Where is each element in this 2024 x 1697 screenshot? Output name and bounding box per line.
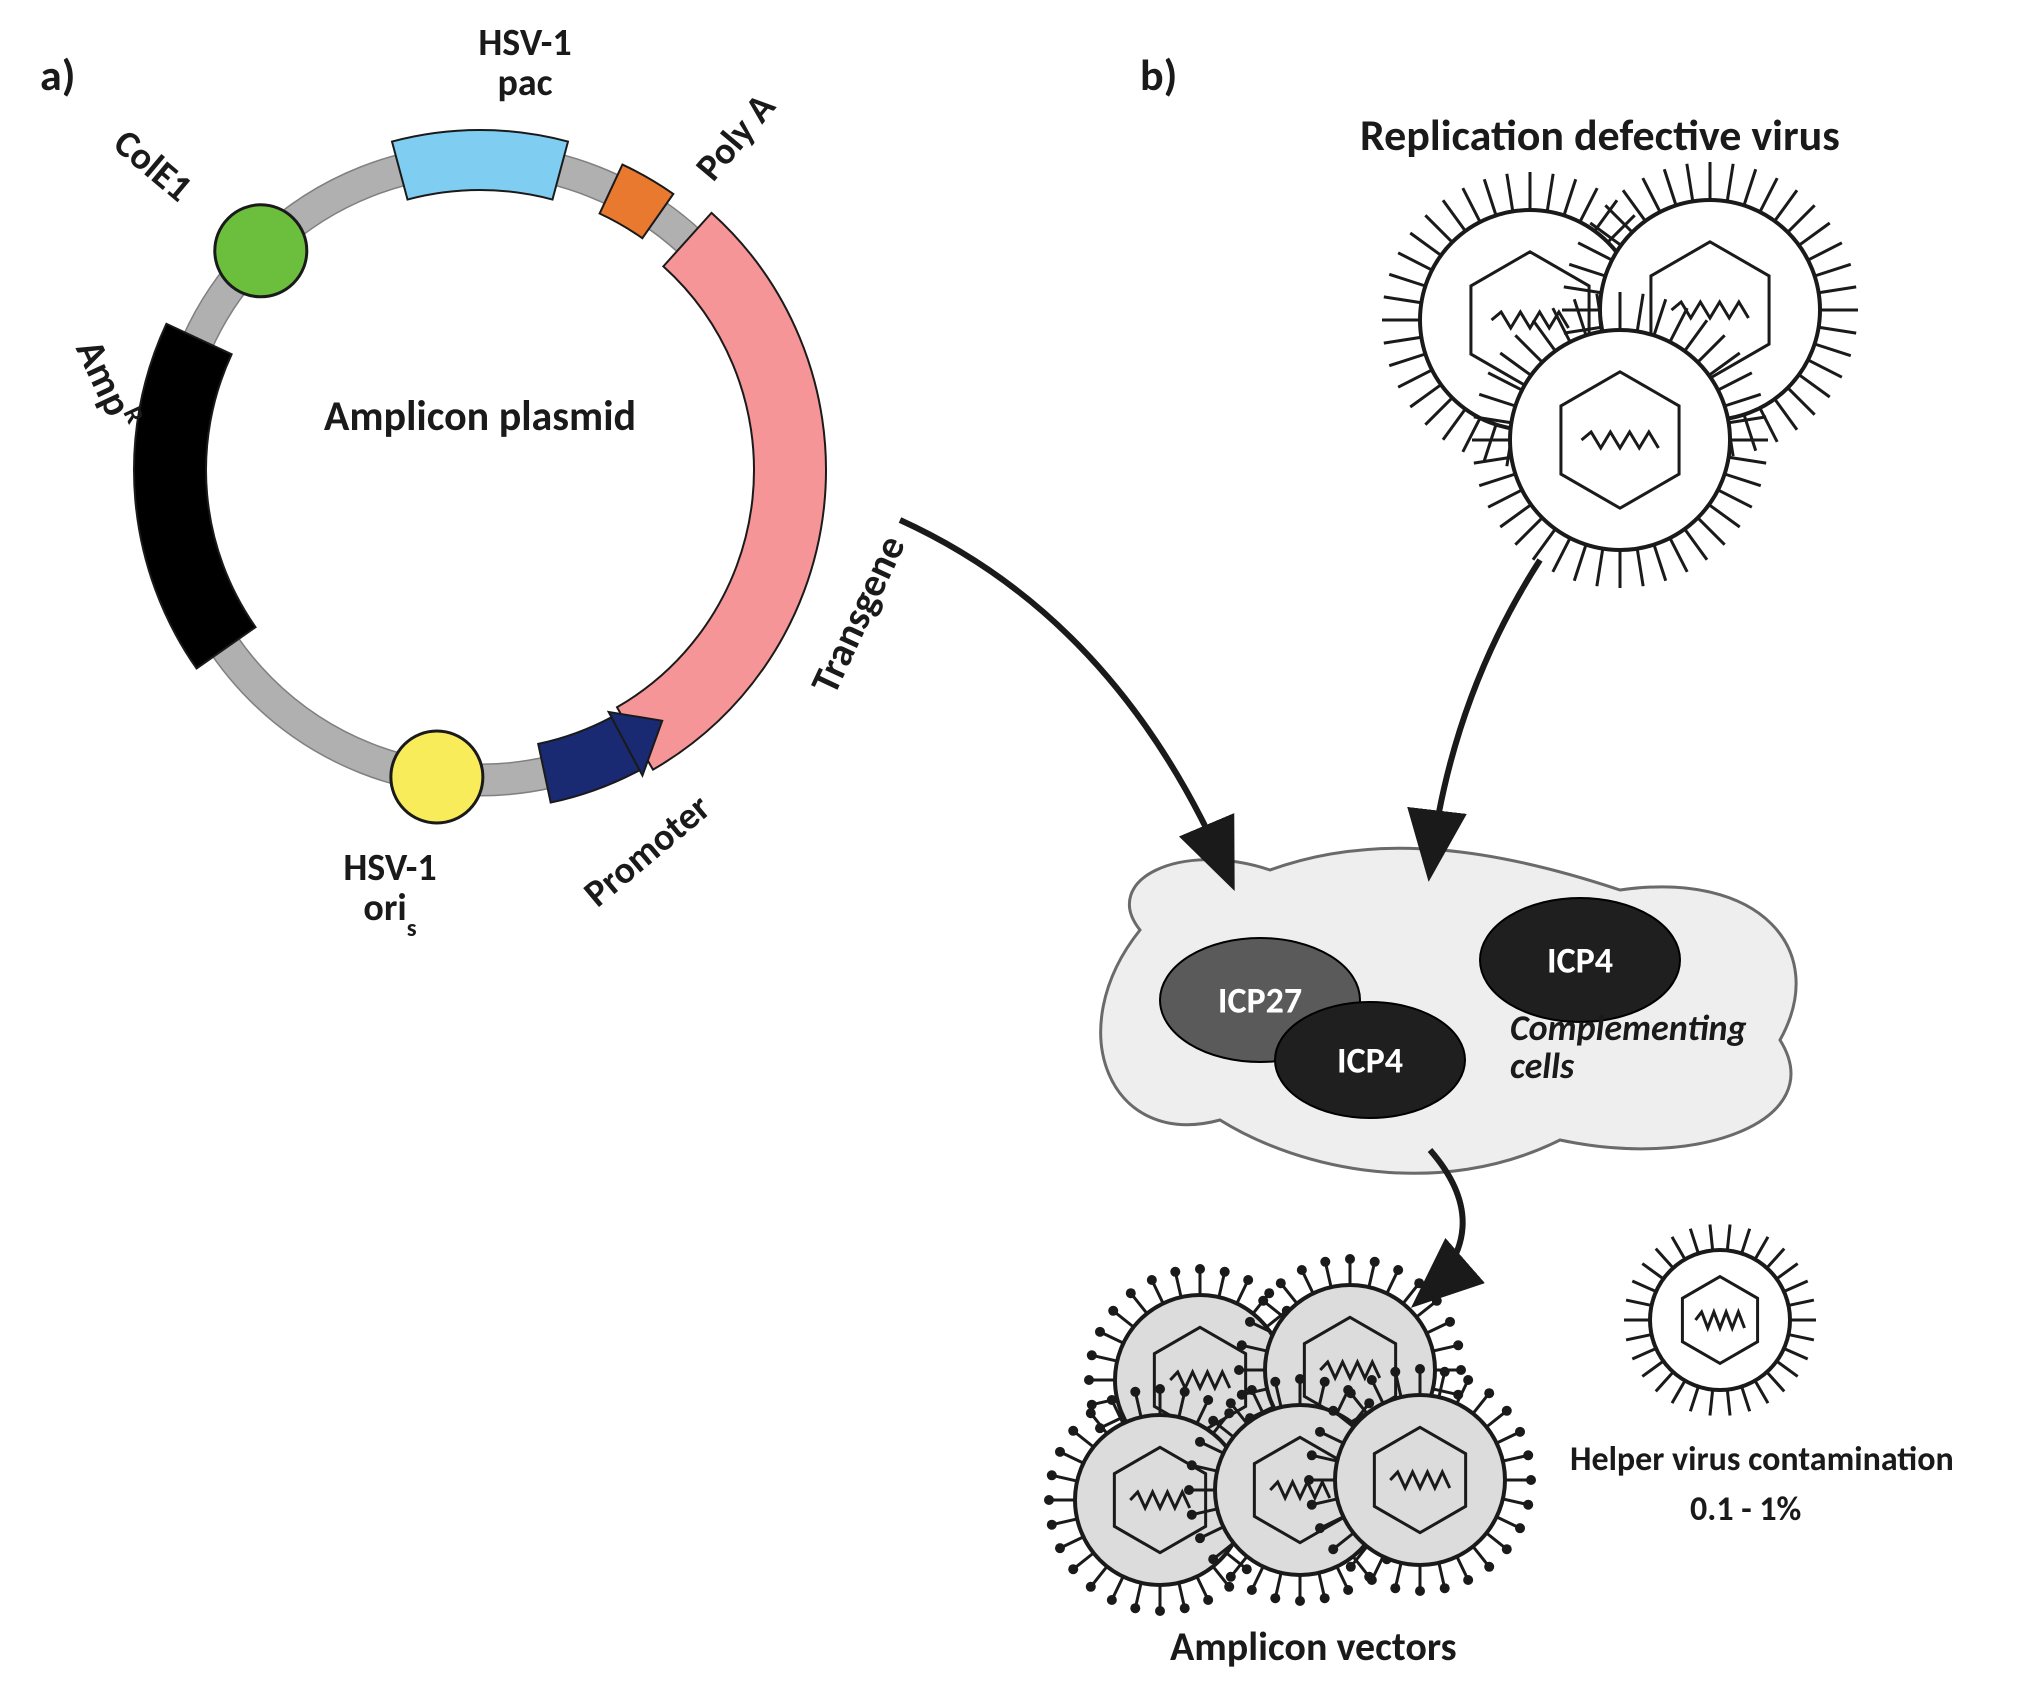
label-promoter: Promoter bbox=[575, 785, 720, 917]
label-ICP27: ICP27 bbox=[1218, 979, 1302, 1023]
flow-arrow bbox=[1430, 560, 1540, 870]
label-ICP4-right: ICP4 bbox=[1547, 939, 1613, 983]
flow-arrow bbox=[900, 520, 1230, 880]
label-ICP4-left: ICP4 bbox=[1337, 1039, 1403, 1083]
label-helper-contam-1: Helper virus contamination bbox=[1570, 1439, 1954, 1480]
label-hsv-1-pac: HSV-1pac bbox=[478, 20, 571, 106]
panel-b-letter: b) bbox=[1140, 48, 1177, 102]
virion bbox=[1472, 292, 1768, 588]
plasmid-marker-cole1 bbox=[215, 205, 307, 297]
virion bbox=[1624, 1225, 1816, 1416]
plasmid-title: Amplicon plasmid bbox=[324, 391, 636, 442]
label-hsv-1-oris: HSV-1oris bbox=[343, 845, 436, 942]
plasmid-segment-ampr bbox=[134, 324, 256, 669]
helper-virus bbox=[1624, 1225, 1816, 1416]
label-helper-contam-2: 0.1 - 1% bbox=[1690, 1489, 1801, 1530]
plasmid-ring bbox=[134, 130, 826, 823]
plasmid-segment-hsv-1-pac bbox=[392, 130, 568, 200]
label-poly-a: Poly A bbox=[686, 84, 785, 190]
defective-virus-cluster bbox=[1382, 162, 1858, 588]
plasmid-segment-transgene bbox=[617, 213, 826, 770]
plasmid-marker-hsv-1-oris bbox=[391, 731, 483, 823]
amplicon-vectors-cluster bbox=[1044, 1254, 1536, 1616]
label-amplicon-vectors: Amplicon vectors bbox=[1170, 1622, 1457, 1671]
heading-replication-defective: Replication defective virus bbox=[1360, 108, 1840, 162]
label-transgene: Transgene bbox=[800, 528, 916, 701]
panel-a-letter: a) bbox=[40, 48, 75, 102]
label-cole1: ColE1 bbox=[104, 120, 201, 212]
